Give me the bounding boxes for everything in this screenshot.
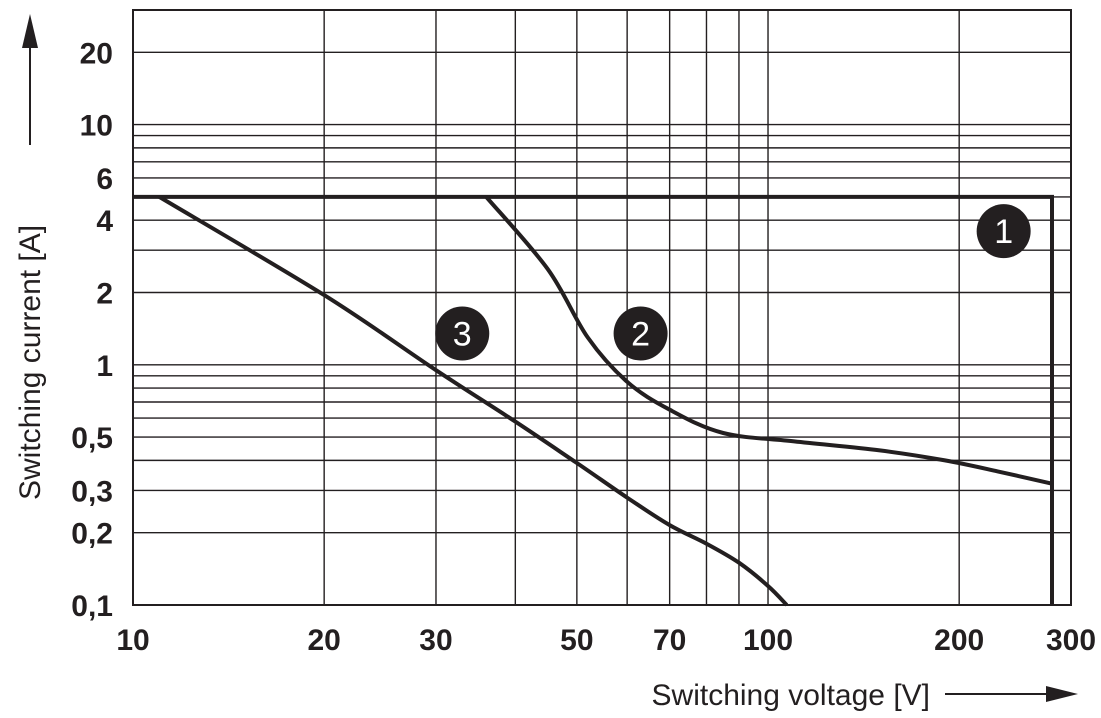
x-tick-label: 200 bbox=[934, 624, 984, 657]
x-axis-label: Switching voltage [V] bbox=[652, 679, 930, 712]
y-axis-arrow bbox=[22, 14, 38, 145]
y-tick-label: 0,3 bbox=[71, 475, 113, 508]
x-tick-label: 100 bbox=[743, 624, 793, 657]
series-line-3 bbox=[158, 195, 789, 607]
y-tick-label: 6 bbox=[96, 163, 113, 196]
grid bbox=[133, 10, 1071, 605]
series-line-1 bbox=[133, 194, 1054, 605]
x-axis-arrow bbox=[945, 686, 1078, 702]
y-tick-label: 10 bbox=[80, 110, 113, 143]
y-tick-labels: 0,1 0,2 0,3 0,5 1 2 4 6 10 20 bbox=[71, 37, 113, 623]
x-tick-label: 20 bbox=[307, 624, 340, 657]
series-marker-3 bbox=[435, 306, 490, 361]
x-tick-label: 10 bbox=[116, 624, 149, 657]
series-marker-label-1: 1 bbox=[994, 213, 1013, 251]
plot-frame bbox=[132, 9, 1072, 606]
series-marker-1 bbox=[976, 204, 1031, 259]
series-line-2 bbox=[484, 195, 1053, 486]
y-tick-label: 4 bbox=[96, 205, 113, 238]
y-tick-label: 2 bbox=[96, 277, 113, 310]
y-axis-label: Switching current [A] bbox=[14, 225, 47, 500]
series-lines bbox=[133, 194, 1054, 607]
y-tick-label: 0,2 bbox=[71, 518, 113, 551]
series-marker-label-3: 3 bbox=[453, 315, 472, 353]
x-tick-label: 30 bbox=[419, 624, 452, 657]
series-marker-label-2: 2 bbox=[631, 315, 650, 353]
x-tick-label: 70 bbox=[653, 624, 686, 657]
y-tick-label: 1 bbox=[96, 350, 113, 383]
x-tick-label: 50 bbox=[560, 624, 593, 657]
x-tick-labels: 10 20 30 50 70 100 200 300 bbox=[116, 624, 1096, 657]
y-tick-label: 20 bbox=[80, 37, 113, 70]
series-marker-2 bbox=[613, 306, 668, 361]
y-tick-label: 0,1 bbox=[71, 590, 113, 623]
series-markers: 1 2 3 bbox=[435, 204, 1031, 361]
x-tick-label: 300 bbox=[1046, 624, 1096, 657]
y-tick-label: 0,5 bbox=[71, 422, 113, 455]
